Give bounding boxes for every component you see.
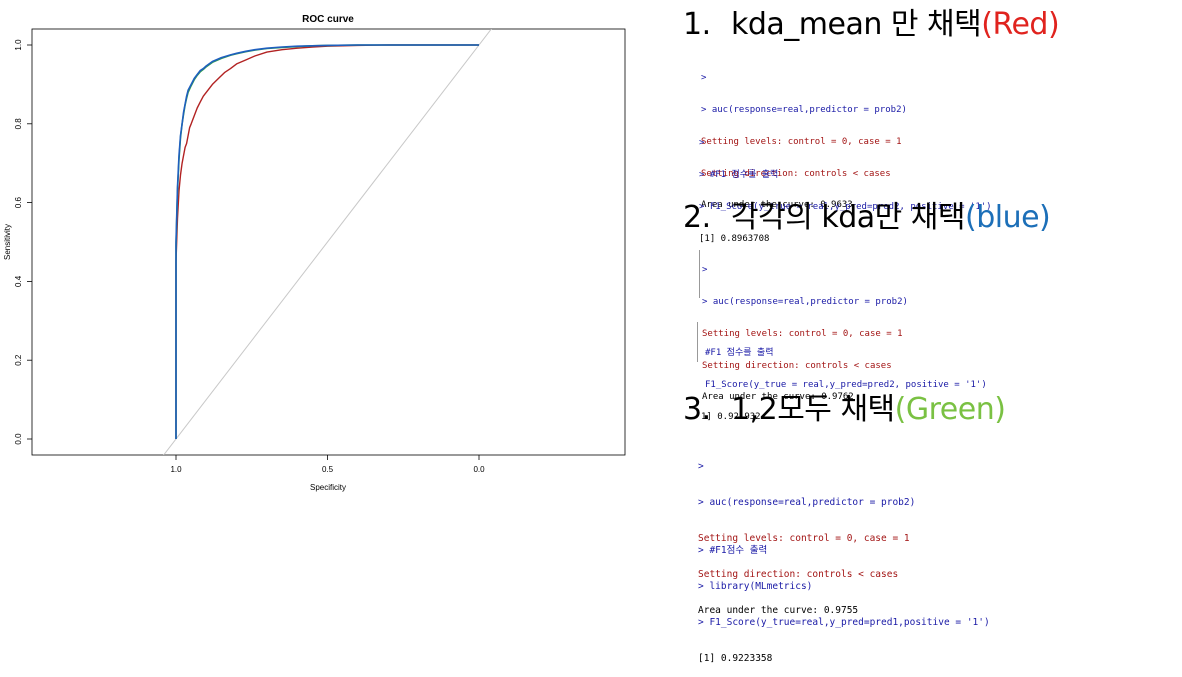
y-tick-label: 1.0: [14, 39, 23, 51]
roc-chart: ROC curve 1.0 0.5 0.0 0.0 0.2 0.4 0.6 0.8 1.0 Sp…: [0, 0, 640, 500]
console-line: Area under the curve: 0.9633: [701, 200, 853, 211]
roc-series-line: [175, 44, 479, 439]
console-line: [1] 0.8963708: [699, 233, 770, 244]
console-line: > auc(response=real,predictor = prob2): [701, 104, 907, 115]
console-f1-red: > > #F1 점수를 출력 > F1_Score(y_true = real,…: [699, 117, 992, 255]
console-line: F1_Score(y_true = real,y_pred=pred2, pos…: [705, 379, 987, 390]
console-auc-blue: > > auc(response=real,predictor = prob2)…: [702, 244, 908, 414]
console-line: Setting direction: controls < cases: [702, 360, 892, 371]
roc-series-line: [175, 44, 479, 439]
y-axis-label: Sensitivity: [3, 224, 12, 260]
y-tick-label: 0.8: [14, 118, 23, 130]
y-tick-label: 0.6: [14, 196, 23, 208]
console-line: >: [701, 73, 707, 84]
x-axis-label: Specificity: [310, 483, 346, 492]
console-line: Area under the curve: 0.9762: [702, 392, 854, 403]
console-line: #F1 점수를 출력: [705, 348, 774, 359]
console-line: > F1_Score(y_true=real,y_pred=pred1,posi…: [698, 617, 990, 628]
console-line: >: [702, 265, 708, 276]
plot-frame: [31, 28, 626, 456]
console-line: > auc(response=real,predictor = prob2): [698, 497, 916, 508]
heading-text: kda_mean 만 채택: [731, 7, 982, 42]
console-line: >: [699, 138, 705, 149]
console-line: [1] 0.9223358: [698, 653, 773, 664]
heading-text: 1,2모두 채택: [731, 392, 895, 427]
x-tick-label: 1.0: [170, 465, 182, 474]
console-line: Setting levels: control = 0, case = 1: [701, 136, 902, 147]
heading-color-label: (Green): [894, 392, 1006, 427]
heading-text: 각각의 kda만 채택: [731, 200, 965, 235]
y-tick-label: 0.0: [14, 433, 23, 445]
x-tick-label: 0.0: [473, 465, 485, 474]
heading-color-label: (blue): [964, 200, 1051, 235]
console-line: Setting levels: control = 0, case = 1: [698, 533, 910, 544]
console-scroll-edge: [699, 250, 700, 298]
console-f1-blue: #F1 점수를 출력 F1_Score(y_true = real,y_pred…: [701, 327, 987, 433]
x-tick-label: 0.5: [322, 465, 334, 474]
console-line: 1] 0.921932: [701, 411, 761, 422]
console-line: Setting direction: controls < cases: [701, 168, 891, 179]
console-line: Setting levels: control = 0, case = 1: [702, 328, 903, 339]
console-auc-red: > > auc(response=real,predictor = prob2)…: [701, 52, 907, 222]
heading-number: 2.: [683, 200, 711, 235]
heading-blue: 2. 각각의 kda만 채택(blue): [683, 200, 1051, 235]
heading-number: 1.: [683, 7, 711, 42]
heading-green: 3. 1,2모두 채택(Green): [683, 392, 1006, 427]
console-line: > #F1 점수를 출력: [699, 169, 779, 180]
console-line: > auc(response=real,predictor = prob2): [702, 296, 908, 307]
console-line: > library(MLmetrics): [698, 581, 813, 592]
console-line: > F1_Score(y_true = real,y_pred=pred2, p…: [699, 201, 992, 212]
diagonal-reference-line: [163, 29, 492, 455]
y-tick-label: 0.2: [14, 354, 23, 366]
heading-red: 1. kda_mean 만 채택(Red): [683, 7, 1060, 42]
heading-color-label: (Red): [981, 7, 1060, 42]
console-line: >: [698, 461, 704, 472]
console-f1-green: > #F1점수 출력 > library(MLmetrics) > F1_Sco…: [698, 521, 990, 677]
y-tick-label: 0.4: [14, 275, 23, 287]
console-scroll-edge: [697, 322, 698, 362]
chart-title: ROC curve: [302, 14, 354, 25]
console-line: > #F1점수 출력: [698, 545, 768, 556]
heading-number: 3.: [683, 392, 711, 427]
chart-background: [0, 0, 640, 500]
